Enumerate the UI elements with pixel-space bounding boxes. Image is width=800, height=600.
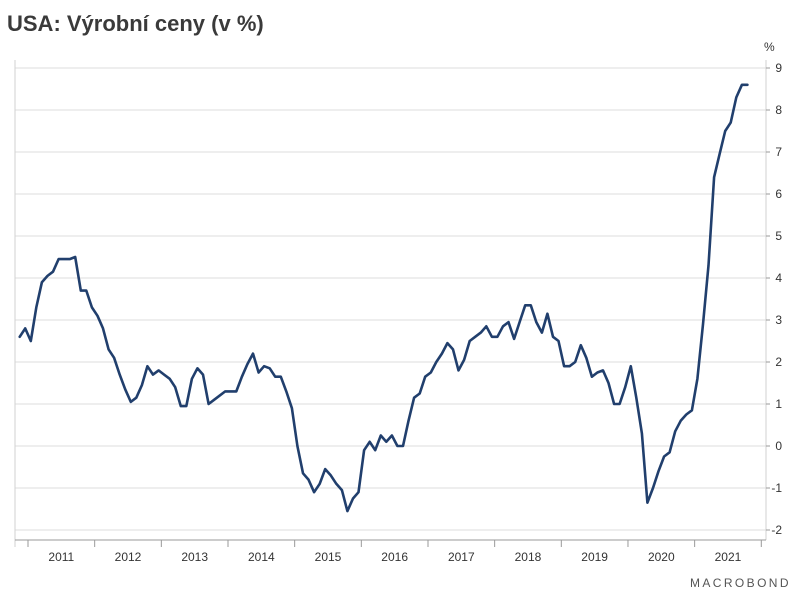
y-tick-label: 9 xyxy=(775,61,782,75)
x-tick-label: 2013 xyxy=(181,550,208,564)
y-tick-label: 2 xyxy=(775,355,782,369)
y-tick-label: -2 xyxy=(771,523,782,537)
y-tick-label: 0 xyxy=(775,439,782,453)
chart-title: USA: Výrobní ceny (v %) xyxy=(7,11,264,36)
x-axis: 2011 2012 2013 2014 2015 2016 2017 2018 2019 2020… xyxy=(27,540,762,564)
y-tick-label: -1 xyxy=(771,481,782,495)
x-tick-label: 2019 xyxy=(581,550,608,564)
x-tick-label: 2012 xyxy=(115,550,142,564)
y-tick-label: 4 xyxy=(775,271,782,285)
x-tick-label: 2018 xyxy=(515,550,542,564)
y-tick-label: 8 xyxy=(775,103,782,117)
y-tick-label: 3 xyxy=(775,313,782,327)
macrobond-watermark: MACROBOND xyxy=(690,576,791,590)
y-tick-label: 1 xyxy=(775,397,782,411)
series-line xyxy=(18,83,749,513)
x-tick-label: 2017 xyxy=(448,550,475,564)
y-tick-label: 6 xyxy=(775,187,782,201)
x-tick-label: 2014 xyxy=(248,550,275,564)
x-tick-label: 2011 xyxy=(48,550,74,564)
y-axis: 9 8 7 6 5 4 3 2 1 0 -1 -2 xyxy=(766,61,782,537)
x-tick-label: 2016 xyxy=(381,550,408,564)
x-tick-label: 2015 xyxy=(315,550,342,564)
x-tick-label: 2020 xyxy=(648,550,675,564)
y-tick-label: 5 xyxy=(775,229,782,243)
gridlines xyxy=(15,67,766,531)
y-axis-unit: % xyxy=(764,40,775,54)
x-tick-label: 2021 xyxy=(715,550,742,564)
y-tick-label: 7 xyxy=(775,145,782,159)
